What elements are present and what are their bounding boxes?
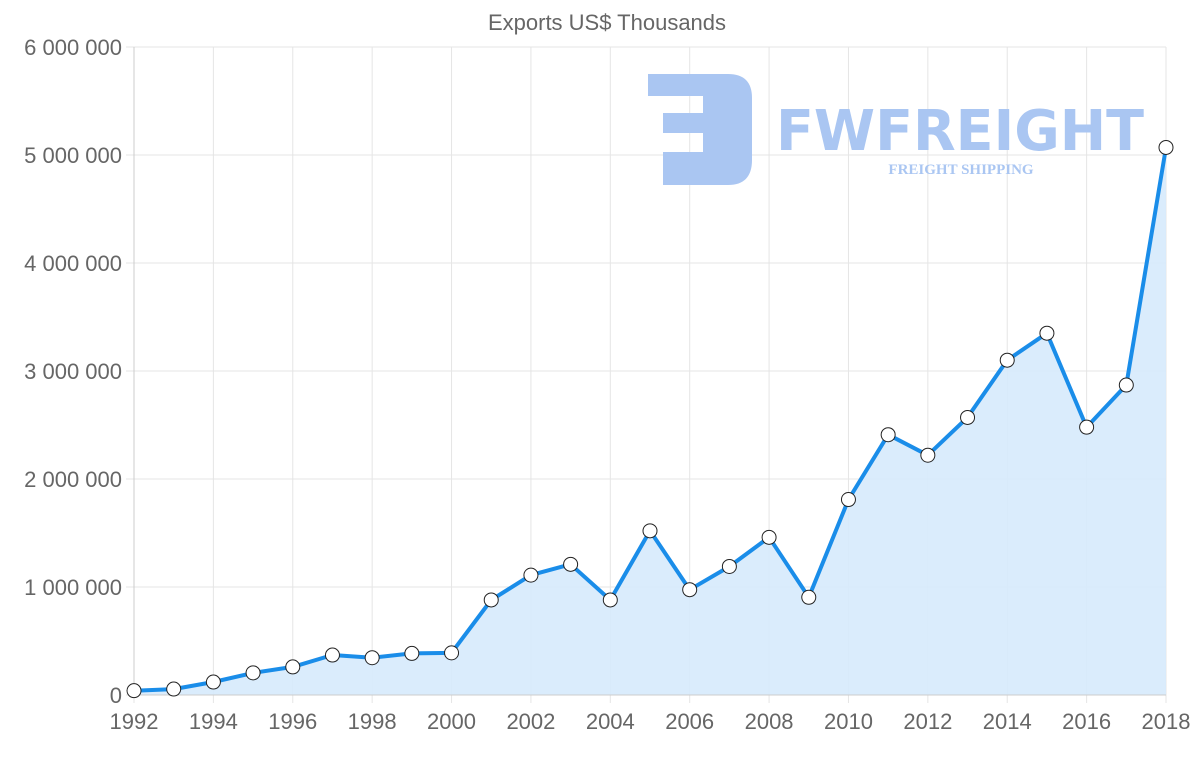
x-tick-label: 2000 [427,709,476,734]
data-point[interactable] [840,492,856,508]
data-point[interactable] [642,523,658,539]
data-point[interactable] [1039,325,1055,341]
data-point[interactable] [285,659,301,675]
data-point[interactable] [880,427,896,443]
data-point[interactable] [1158,139,1174,155]
data-point[interactable] [404,645,420,661]
data-point[interactable] [364,650,380,666]
y-tick-label: 4 000 000 [24,251,122,276]
y-tick-label: 6 000 000 [24,35,122,60]
x-tick-label: 1992 [110,709,159,734]
data-point[interactable] [444,645,460,661]
watermark-logo: FWFREIGHT FREIGHT SHIPPING [648,74,1144,185]
y-tick-label: 0 [110,683,122,708]
x-tick-label: 1996 [268,709,317,734]
data-point[interactable] [920,447,936,463]
x-tick-label: 2010 [824,709,873,734]
data-points [126,139,1174,699]
data-point[interactable] [563,556,579,572]
x-tick-label: 2016 [1062,709,1111,734]
data-point[interactable] [166,681,182,697]
data-point[interactable] [245,665,261,681]
x-tick-label: 1998 [348,709,397,734]
data-point[interactable] [523,567,539,583]
chart-title: Exports US$ Thousands [488,10,726,35]
x-tick-label: 2006 [665,709,714,734]
x-tick-label: 2002 [506,709,555,734]
data-point[interactable] [999,352,1015,368]
data-point[interactable] [1118,377,1134,393]
x-tick-label: 2008 [745,709,794,734]
data-point[interactable] [1079,419,1095,435]
data-point[interactable] [602,592,618,608]
data-point[interactable] [761,529,777,545]
data-point[interactable] [721,558,737,574]
y-tick-label: 1 000 000 [24,575,122,600]
data-point[interactable] [483,592,499,608]
data-point[interactable] [801,589,817,605]
watermark-tagline: FREIGHT SHIPPING [888,162,1033,178]
y-tick-label: 2 000 000 [24,467,122,492]
data-point[interactable] [324,647,340,663]
y-tick-label: 5 000 000 [24,143,122,168]
y-tick-label: 3 000 000 [24,359,122,384]
data-point[interactable] [126,683,142,699]
x-tick-label: 1994 [189,709,238,734]
axes [133,47,1166,696]
y-axis-labels: 0 1 000 000 2 000 000 3 000 000 4 000 000 5 0… [24,35,122,708]
x-tick-label: 2004 [586,709,635,734]
x-axis-labels: 1992 1994 1996 1998 2000 2002 2004 2006 2008 2010… [110,709,1191,734]
data-point[interactable] [960,409,976,425]
x-tick-label: 2012 [903,709,952,734]
x-tick-label: 2014 [983,709,1032,734]
fw-logo-icon [648,74,752,185]
x-tick-label: 2018 [1142,709,1191,734]
data-point[interactable] [682,582,698,598]
area-fill [134,147,1166,695]
watermark-brand: FWFREIGHT [776,99,1144,164]
data-point[interactable] [205,674,221,690]
